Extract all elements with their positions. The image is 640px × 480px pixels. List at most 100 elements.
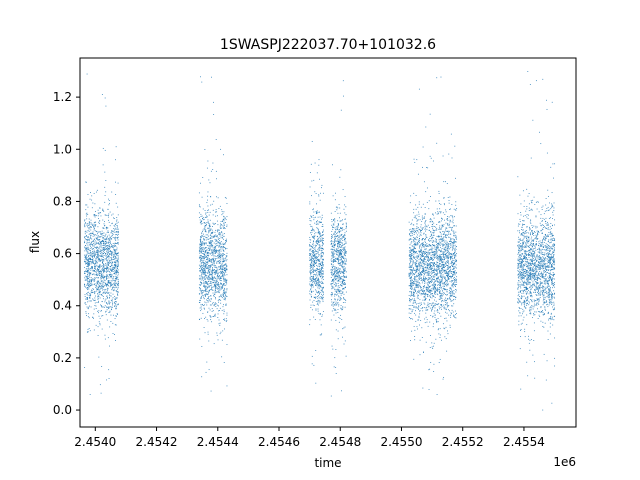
data-point <box>337 240 339 242</box>
data-point <box>84 254 86 256</box>
data-point <box>217 257 219 259</box>
data-point <box>212 310 214 312</box>
data-point <box>214 302 216 304</box>
data-point <box>90 245 92 247</box>
data-point <box>104 280 106 282</box>
data-point <box>411 266 413 268</box>
data-point <box>216 251 218 253</box>
data-point <box>409 287 411 289</box>
data-point <box>221 265 223 267</box>
data-point <box>421 220 423 222</box>
data-point <box>92 202 94 204</box>
data-point <box>433 232 435 234</box>
data-point <box>105 268 106 269</box>
data-point <box>216 230 218 231</box>
data-point <box>410 232 412 234</box>
data-point <box>434 247 436 249</box>
data-point <box>90 282 92 284</box>
data-point <box>435 200 437 202</box>
data-point <box>317 265 319 267</box>
data-point <box>435 226 437 228</box>
data-point <box>430 270 432 272</box>
data-point <box>322 248 324 250</box>
data-point <box>100 286 102 288</box>
data-point <box>208 276 210 278</box>
data-point <box>203 297 205 299</box>
data-point <box>345 275 347 277</box>
data-point <box>417 284 418 286</box>
data-point <box>202 218 204 219</box>
data-point <box>97 287 99 289</box>
data-point <box>413 251 415 253</box>
data-point <box>430 258 432 260</box>
data-point <box>413 273 415 275</box>
data-point <box>97 256 99 258</box>
data-point <box>87 260 89 262</box>
data-point <box>420 277 422 279</box>
data-point <box>434 287 436 289</box>
data-point <box>99 267 101 269</box>
data-point <box>214 286 216 287</box>
data-point <box>431 242 433 243</box>
data-point <box>116 278 118 280</box>
data-point <box>219 205 221 207</box>
data-point <box>84 283 86 285</box>
data-point <box>106 254 108 255</box>
data-point <box>104 245 106 247</box>
data-point <box>333 281 335 283</box>
data-point <box>205 302 207 304</box>
data-point <box>96 281 98 283</box>
data-point <box>345 206 347 208</box>
data-point <box>93 270 95 272</box>
data-point <box>313 266 315 267</box>
data-point <box>319 286 321 288</box>
data-point <box>409 234 410 235</box>
data-point <box>87 298 89 300</box>
data-point <box>312 265 314 267</box>
data-point <box>409 300 411 301</box>
data-point <box>98 259 100 260</box>
data-point <box>417 266 419 268</box>
data-point <box>224 278 226 280</box>
data-point <box>337 248 339 250</box>
data-point <box>107 284 109 286</box>
data-point <box>309 290 311 292</box>
data-point <box>111 298 113 300</box>
data-point <box>322 287 324 289</box>
data-point <box>207 160 209 162</box>
data-point <box>96 230 98 232</box>
data-point <box>321 261 323 263</box>
data-point <box>88 233 90 235</box>
data-point <box>200 251 202 253</box>
data-point <box>314 297 316 298</box>
data-point <box>311 195 312 197</box>
data-point <box>208 258 210 260</box>
data-point <box>337 245 339 247</box>
data-point <box>94 234 96 236</box>
data-point <box>100 240 102 242</box>
data-point <box>202 294 204 296</box>
data-point <box>320 281 322 283</box>
data-point <box>87 260 89 262</box>
data-point <box>84 285 86 287</box>
data-point <box>104 149 106 151</box>
data-point <box>217 285 219 287</box>
data-point <box>344 249 346 251</box>
data-point <box>98 284 100 286</box>
data-point <box>84 231 86 233</box>
data-point <box>115 271 116 273</box>
data-point <box>345 228 347 230</box>
data-point <box>205 243 207 245</box>
data-point <box>211 289 213 291</box>
data-point <box>85 209 87 211</box>
data-point <box>340 228 341 229</box>
data-point <box>116 301 117 303</box>
data-point <box>204 222 206 224</box>
data-point <box>337 268 339 270</box>
data-point <box>343 327 345 329</box>
data-point <box>225 260 227 262</box>
data-point <box>316 283 318 285</box>
data-point <box>419 229 420 231</box>
data-point <box>334 276 336 277</box>
data-point <box>91 255 93 257</box>
